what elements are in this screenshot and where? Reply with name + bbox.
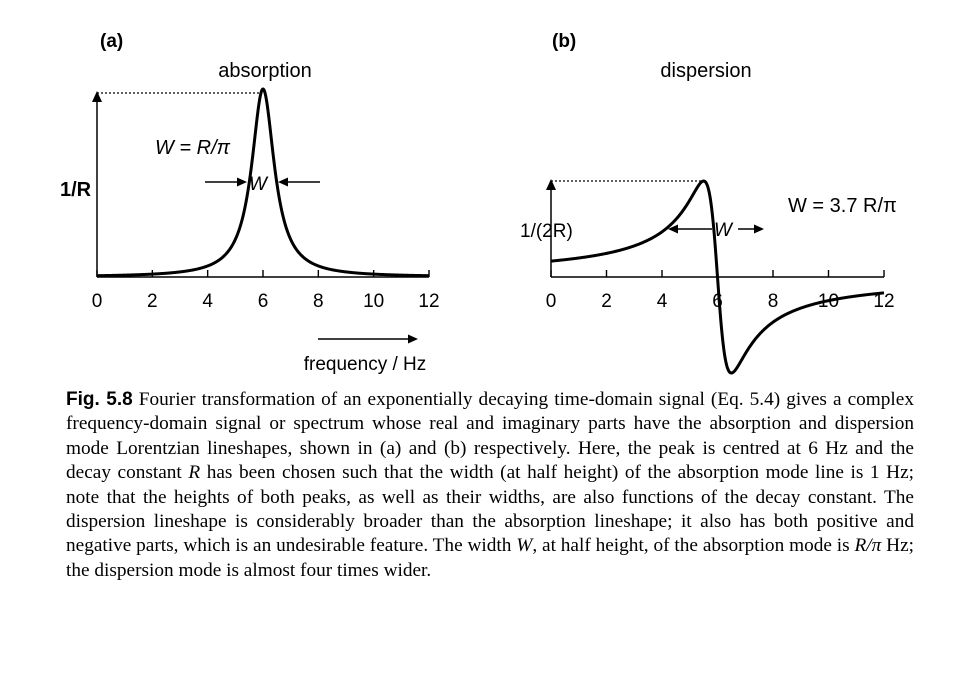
caption-symbol-r: R (188, 462, 201, 484)
panel-b-height-arrowhead (546, 179, 556, 190)
panel-a-width-arrowhead-right (278, 177, 288, 187)
tick-label-8: 8 (768, 291, 779, 312)
figure-caption: Fig. 5.8 Fourier transformation of an ex… (66, 388, 914, 583)
panel-a-width-formula: W = R/π (155, 137, 231, 159)
panel-a-width-marker: W (249, 174, 269, 195)
panel-b: (b) dispersion 0 2 4 6 8 10 12 1/(2R) W = 3.7 … (520, 31, 897, 375)
panel-b-width-marker: W (714, 220, 734, 241)
panel-a-title: absorption (218, 60, 311, 82)
panel-a-tick-labels: 0 2 4 6 8 10 12 (92, 291, 440, 312)
caption-text-4: Hz; the dispersion mode is almost four t… (66, 535, 914, 581)
panel-a: (a) absorption 0 2 4 6 8 10 12 1/R W = R/π W f… (60, 31, 440, 375)
panel-b-height-label: 1/(2R) (520, 221, 573, 242)
tick-label-6: 6 (712, 291, 723, 312)
panel-b-width-arrowhead-right (754, 224, 764, 234)
tick-label-0: 0 (92, 291, 103, 312)
panel-b-width-formula: W = 3.7 R/π (788, 195, 897, 217)
panel-a-height-label: 1/R (60, 179, 92, 201)
panel-b-title: dispersion (660, 60, 751, 82)
panel-b-dispersion-curve (550, 179, 885, 375)
caption-text-2: has been chosen such that the width (at … (66, 462, 914, 557)
panel-a-width-arrowhead-left (237, 177, 247, 187)
caption-label: Fig. 5.8 (66, 389, 133, 410)
figure: (a) absorption 0 2 4 6 8 10 12 1/R W = R/π W f… (60, 31, 897, 375)
tick-label-12: 12 (873, 291, 894, 312)
x-axis-label: frequency / Hz (304, 354, 427, 375)
panel-a-label: (a) (100, 31, 123, 52)
panel-b-width-arrowhead-left (668, 224, 678, 234)
caption-symbol-w: W (516, 535, 533, 557)
panel-a-height-arrowhead (92, 91, 102, 102)
panel-b-label: (b) (552, 31, 576, 52)
tick-label-0: 0 (546, 291, 557, 312)
caption-text-3: , at half height, of the absorption mode… (532, 535, 855, 557)
x-label-arrowhead (408, 334, 418, 344)
caption-text-1: Fourier transformation of an exponential… (66, 389, 914, 484)
tick-label-10: 10 (363, 291, 384, 312)
tick-label-4: 4 (202, 291, 213, 312)
tick-label-2: 2 (601, 291, 612, 312)
tick-label-2: 2 (147, 291, 158, 312)
tick-label-6: 6 (258, 291, 269, 312)
panel-a-absorption-curve (96, 87, 430, 278)
caption-symbol-r-pi: R/π (854, 535, 882, 557)
tick-label-8: 8 (313, 291, 324, 312)
tick-label-4: 4 (657, 291, 668, 312)
tick-label-12: 12 (418, 291, 439, 312)
